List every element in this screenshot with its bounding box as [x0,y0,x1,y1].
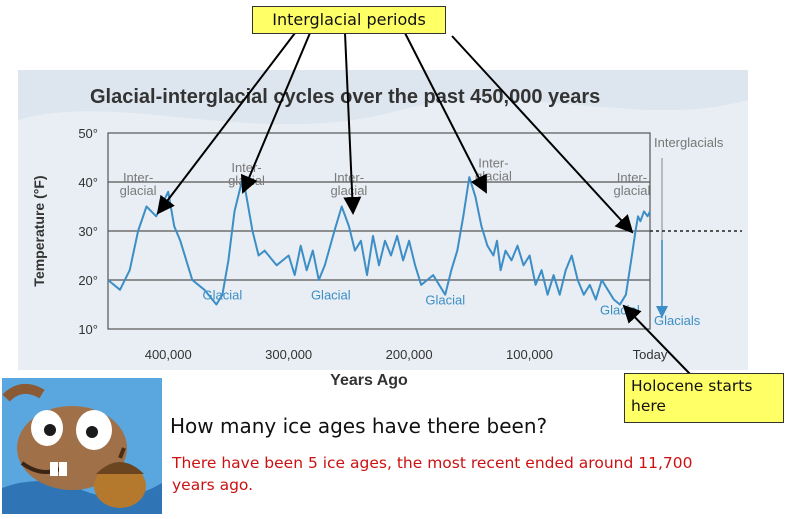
y-tick-label: 50° [78,126,98,141]
holocene-callout: Holocene starts here [624,373,784,423]
x-tick-label: 200,000 [386,347,433,362]
x-tick-label: 300,000 [265,347,312,362]
interglacial-annotation: Inter-glacial [330,170,367,198]
x-tick-label: 100,000 [506,347,553,362]
arrow-interglacial-4 [404,32,487,194]
arrow-interglacial-5 [451,35,634,234]
interglacials-side-label: Interglacials [654,135,724,150]
chart-title: Glacial-interglacial cycles over the pas… [90,86,600,108]
interglacial-annotation: Inter-glacial [614,170,651,198]
callout-arrows [156,32,691,375]
arrow-interglacial-2 [240,32,311,194]
x-tick-label: 400,000 [145,347,192,362]
glacial-annotation: Glacial [311,288,351,303]
y-axis-label: Temperature (°F) [31,175,47,286]
chart-background [18,70,748,370]
arrow-interglacial-3 [343,32,362,215]
arrow-holocene [622,304,691,375]
glacial-annotation: Glacial [203,288,243,303]
question-text: How many ice ages have there been? [170,414,548,438]
arrow-interglacial-1 [156,32,296,215]
y-tick-label: 40° [78,175,98,190]
y-tick-label: 30° [78,224,98,239]
interglacial-annotation: Inter-glacial [120,170,157,198]
glacial-annotation: Glacial [425,293,465,308]
x-tick-label: Today [633,347,668,362]
x-axis-label: Years Ago [330,372,408,389]
interglacial-periods-callout: Interglacial periods [252,6,446,34]
chart-background-cloud [18,70,748,125]
answer-text: There have been 5 ice ages, the most rec… [172,454,693,494]
glacials-side-label: Glacials [654,313,701,328]
y-tick-label: 10° [78,322,98,337]
temperature-series-line [107,176,651,306]
scrat-mascot-image [2,378,162,514]
y-tick-label: 20° [78,273,98,288]
